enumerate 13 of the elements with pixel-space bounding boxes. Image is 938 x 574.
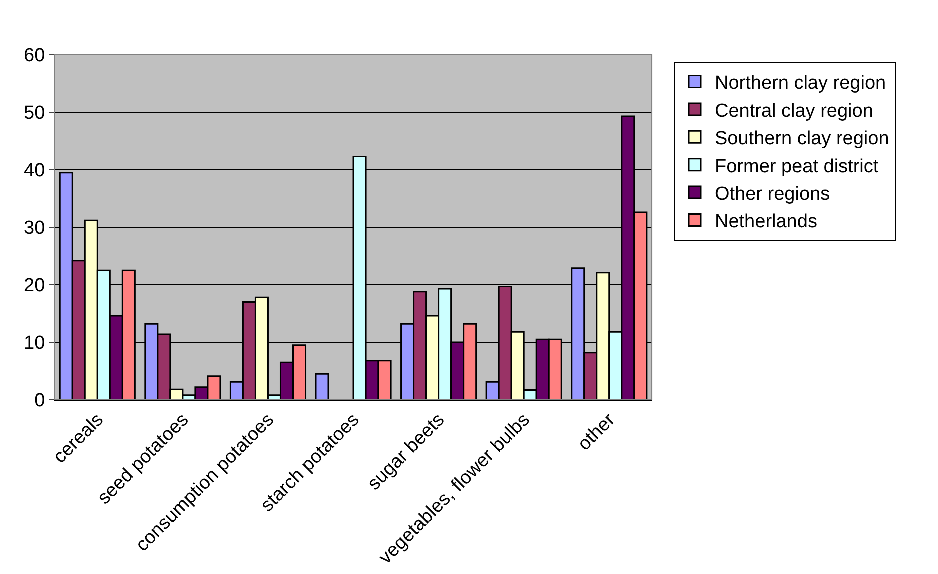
legend-label: Southern clay region — [714, 128, 890, 150]
y-tick-label: 20 — [24, 276, 46, 297]
legend-label: Netherlands — [714, 212, 818, 233]
legend-label: Other regions — [714, 184, 830, 205]
y-tick-label: 30 — [24, 218, 46, 240]
y-tick-label: 10 — [24, 333, 46, 354]
legend-label: Northern clay region — [714, 73, 886, 94]
y-tick-label: 40 — [24, 160, 46, 182]
y-tick-label: 0 — [34, 390, 46, 412]
y-tick-label: 60 — [24, 46, 46, 67]
legend-label: Former peat district — [714, 156, 880, 178]
legend-label: Central clay region — [714, 100, 874, 122]
y-tick-label: 50 — [24, 103, 46, 124]
